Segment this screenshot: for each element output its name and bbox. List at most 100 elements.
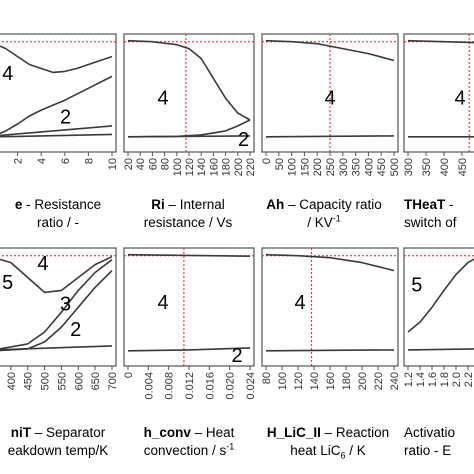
x-tick-label: 550 (56, 372, 68, 390)
x-tick-label: 40 (135, 158, 147, 170)
series-line (265, 135, 395, 138)
caption-unit-sup: -1 (226, 441, 235, 452)
x-tick-label: 140 (309, 372, 321, 390)
x-tick-label: 180 (221, 158, 233, 176)
series-line (127, 253, 251, 257)
x-tick-label: 400 (439, 158, 451, 176)
caption-unit-sub: 6 (340, 450, 346, 461)
series-line (127, 119, 251, 138)
series-line (407, 39, 474, 44)
caption-param: Ri (151, 197, 165, 212)
caption-desc: - Resistance (22, 197, 102, 212)
x-tick-label: 200 (357, 372, 369, 390)
x-tick-label: 450 (23, 372, 35, 390)
caption-desc: – Reaction (320, 425, 390, 440)
x-tick-label: 20 (123, 158, 135, 170)
x-tick-label: 1.8 (439, 372, 451, 387)
series-line (265, 39, 395, 62)
series-line (0, 270, 113, 352)
x-tick-label: 300 (338, 158, 350, 176)
series-line (0, 345, 113, 351)
x-tick-label: 650 (90, 372, 102, 390)
x-tick-label: 2.2 (463, 372, 474, 387)
series-line (407, 348, 474, 351)
curve-annotation: 2 (238, 129, 249, 151)
x-tick-label: 0.016 (204, 372, 216, 400)
x-tick-label: 80 (261, 372, 273, 384)
x-tick-label: 180 (341, 372, 353, 390)
curve-annotation: 3 (60, 293, 71, 315)
caption-line2: ratio - E (404, 443, 452, 458)
series-line (0, 75, 113, 135)
x-tick-label: 0 (261, 158, 273, 164)
x-tick-label: 8 (83, 158, 95, 164)
x-tick-label: 150 (299, 158, 311, 176)
x-tick-label: 400 (363, 158, 375, 176)
x-tick-label: 50 (274, 158, 286, 170)
x-tick-label: 350 (351, 158, 363, 176)
series-line (0, 255, 113, 294)
x-tick-label: 1.2 (403, 372, 415, 387)
x-tick-label: 160 (325, 372, 337, 390)
series-line (265, 349, 395, 352)
caption-desc: Activatio (404, 425, 456, 440)
caption-unit-sup: -1 (332, 213, 341, 224)
caption-desc: – Capacity ratio (284, 197, 382, 212)
x-tick-label: 0.024 (245, 372, 257, 400)
x-tick-label: 0 (123, 372, 135, 378)
caption-param: h_conv (143, 425, 191, 440)
caption-panel-7: H_LiC_II – Reaction heat LiC6 / K (258, 424, 398, 460)
x-tick-label: 300 (403, 158, 415, 176)
x-tick-label: 6 (60, 158, 72, 164)
curve-annotation: 4 (295, 292, 306, 314)
caption-param: niT (10, 425, 31, 440)
curve-annotation: 4 (454, 88, 465, 110)
caption-line2: heat LiC (290, 443, 341, 458)
caption-line2: eakdown temp/K (7, 443, 109, 458)
x-tick-label: 100 (287, 158, 299, 176)
x-tick-label: 350 (0, 372, 1, 390)
x-tick-label: 1.4 (415, 372, 427, 387)
x-tick-label: 100 (277, 372, 289, 390)
curve-annotation: 2 (232, 345, 243, 367)
curve-annotation: 2 (70, 319, 81, 341)
x-tick-label: 700 (107, 372, 119, 390)
x-tick-label: 250 (325, 158, 337, 176)
caption-desc: - (445, 197, 454, 212)
caption-panel-3: Ah – Capacity ratio / KV-1 (256, 196, 392, 232)
x-tick-label: 4 (36, 158, 48, 164)
x-tick-label: 0.012 (184, 372, 196, 400)
x-tick-label: 0.008 (164, 372, 176, 400)
x-tick-label: 2 (13, 158, 25, 164)
caption-panel-8: Activatio ratio - E (404, 424, 474, 460)
series-line (127, 135, 251, 138)
panel-frame (403, 247, 474, 367)
caption-line2: resistance / Vs (143, 215, 233, 230)
caption-panel-6: h_conv – Heat convection / s-1 (126, 424, 252, 460)
series-line (0, 259, 113, 350)
x-tick-label: 10 (107, 158, 119, 170)
caption-param: e (14, 197, 23, 212)
x-tick-label: 200 (233, 158, 245, 176)
x-tick-label: 100 (172, 158, 184, 176)
x-tick-label: 500 (389, 158, 401, 176)
curve-annotation: 4 (157, 88, 168, 110)
x-tick-label: 160 (208, 158, 220, 176)
x-tick-label: 450 (457, 158, 469, 176)
caption-line2: ratio / - (36, 215, 79, 230)
caption-desc: – Separator (30, 425, 106, 440)
series-line (0, 125, 113, 137)
curve-annotation: 4 (2, 63, 13, 85)
x-tick-label: 80 (160, 158, 172, 170)
x-tick-label: 0.004 (143, 372, 155, 400)
series-line (265, 253, 395, 272)
caption-line2: switch of (404, 215, 457, 230)
series-line (0, 45, 113, 74)
x-tick-label: 220 (245, 158, 257, 176)
caption-param: Ah (266, 197, 285, 212)
x-tick-label: 200 (312, 158, 324, 176)
caption-line2-tail: / K (345, 443, 366, 458)
series-line (127, 39, 251, 121)
